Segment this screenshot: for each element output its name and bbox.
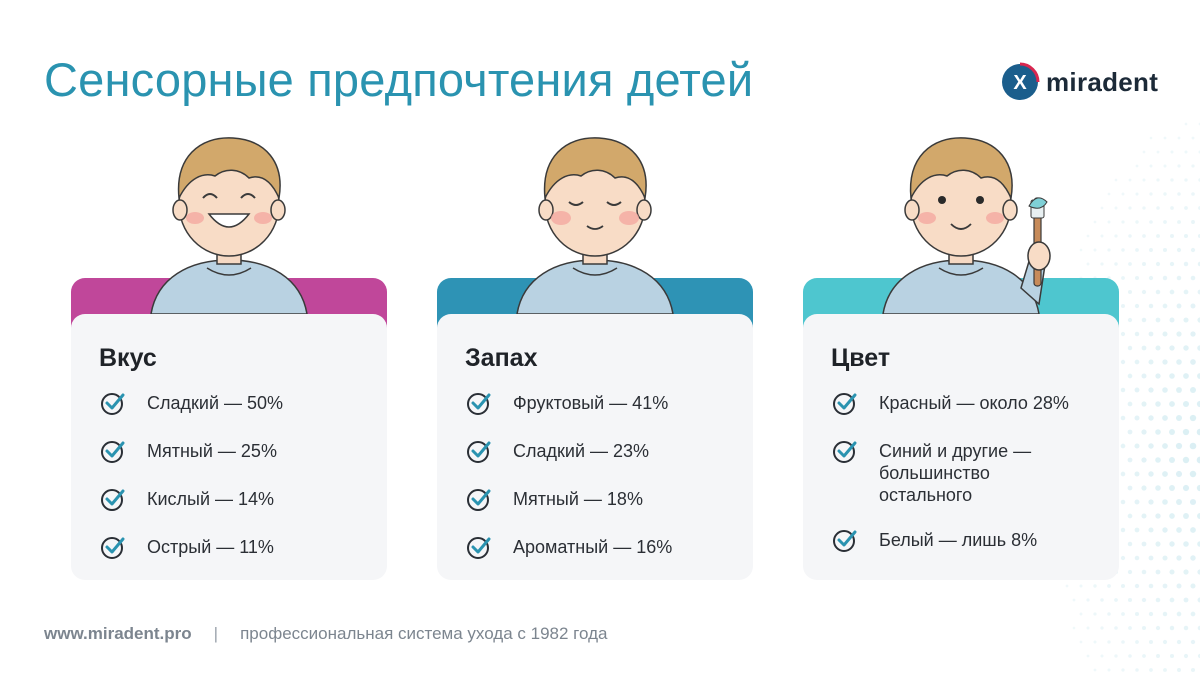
check-circle-icon [467, 393, 491, 415]
preference-list: Красный — около 28% Синий и другие — бол… [831, 392, 1071, 554]
list-item-text: Мятный — 25% [147, 441, 277, 461]
brand-name: miradent [1046, 66, 1159, 97]
card-title: Вкус [99, 344, 157, 372]
list-item: Сладкий — 23% [465, 440, 735, 465]
page-title: Сенсорные предпочтения детей [44, 53, 754, 106]
list-item: Кислый — 14% [99, 488, 369, 513]
smiling-child-illustration [150, 137, 308, 314]
card-taste: Вкус Сладкий — 50% Мятный — 25% Кислый —… [71, 128, 387, 582]
list-item-text: Мятный — 18% [513, 489, 643, 509]
list-item: Мятный — 18% [465, 488, 735, 513]
check-circle-icon [833, 441, 857, 463]
list-item-text: Ароматный — 16% [513, 537, 673, 557]
list-item-text: Фруктовый — 41% [513, 393, 669, 413]
child-with-toothbrush-illustration [882, 137, 1051, 314]
card-color: Цвет Красный — около 28% Синий и другие … [803, 128, 1119, 582]
check-circle-icon [833, 530, 857, 552]
list-item-text: Острый — 11% [147, 537, 274, 557]
list-item-text: Кислый — 14% [147, 489, 275, 509]
card-title: Запах [465, 344, 538, 372]
footer-tagline: профессиональная система ухода с 1982 го… [240, 624, 608, 643]
check-circle-icon [101, 393, 125, 415]
card-title: Цвет [831, 344, 891, 372]
list-item-text: Белый — лишь 8% [879, 530, 1038, 550]
check-circle-icon [467, 441, 491, 463]
card-body-taste: Вкус Сладкий — 50% Мятный — 25% Кислый —… [71, 314, 387, 580]
preference-list: Фруктовый — 41% Сладкий — 23% Мятный — 1… [465, 392, 735, 561]
list-item-text: Сладкий — 23% [513, 441, 650, 461]
footer-website-link[interactable]: www.miradent.pro [44, 624, 192, 643]
calm-child-illustration [516, 137, 674, 314]
card-body-color: Цвет Красный — около 28% Синий и другие … [803, 314, 1119, 580]
check-circle-icon [101, 441, 125, 463]
check-circle-icon [101, 489, 125, 511]
list-item: Белый — лишь 8% [831, 529, 1071, 554]
check-circle-icon [467, 489, 491, 511]
list-item: Ароматный — 16% [465, 536, 735, 561]
list-item: Красный — около 28% [831, 392, 1071, 417]
list-item: Сладкий — 50% [99, 392, 369, 417]
card-smell: Запах Фруктовый — 41% Сладкий — 23% Мятн… [437, 128, 753, 582]
check-circle-icon [467, 537, 491, 559]
list-item-text: Сладкий — 50% [147, 393, 284, 413]
check-circle-icon [833, 393, 857, 415]
svg-text:X: X [1013, 72, 1027, 94]
footer-separator: | [213, 624, 219, 643]
brand-logo: X miradent [1000, 60, 1170, 104]
card-body-smell: Запах Фруктовый — 41% Сладкий — 23% Мятн… [437, 314, 753, 580]
footer: www.miradent.pro | профессиональная сист… [44, 624, 607, 644]
list-item: Синий и другие — большинство остального [831, 440, 1071, 506]
list-item: Мятный — 25% [99, 440, 369, 465]
miradent-logo-icon: X [1002, 62, 1040, 100]
list-item-text: Синий и другие — большинство остального [879, 441, 1032, 505]
preference-list: Сладкий — 50% Мятный — 25% Кислый — 14% … [99, 392, 369, 561]
list-item: Фруктовый — 41% [465, 392, 735, 417]
list-item-text: Красный — около 28% [879, 393, 1069, 413]
list-item: Острый — 11% [99, 536, 369, 561]
check-circle-icon [101, 537, 125, 559]
